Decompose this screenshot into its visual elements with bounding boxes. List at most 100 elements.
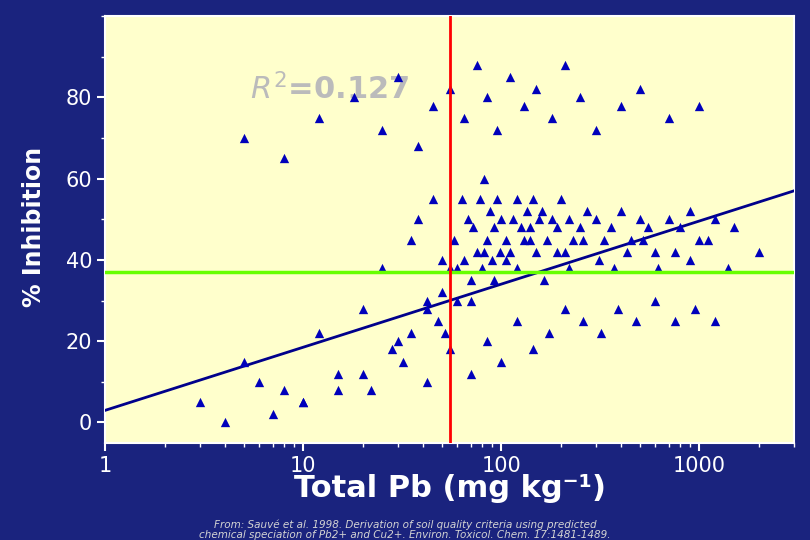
Point <box>332 386 345 394</box>
Point <box>356 369 369 378</box>
Point <box>458 113 471 122</box>
Point <box>530 85 543 93</box>
Point <box>614 102 627 110</box>
Point <box>464 296 477 305</box>
Point <box>253 377 266 386</box>
Point <box>709 215 722 224</box>
Point <box>278 154 291 163</box>
Point <box>573 223 586 232</box>
Point <box>451 264 464 272</box>
Point <box>550 247 563 256</box>
Point <box>404 329 417 338</box>
Point <box>510 195 523 204</box>
Point <box>411 215 424 224</box>
Point <box>503 73 516 82</box>
Point <box>493 247 506 256</box>
Point <box>605 223 618 232</box>
Point <box>614 207 627 215</box>
Point <box>554 195 567 204</box>
Point <box>420 377 433 386</box>
Point <box>688 305 701 313</box>
Point <box>391 337 404 346</box>
Point <box>674 223 687 232</box>
Point <box>347 93 360 102</box>
Point <box>218 418 231 427</box>
Point <box>237 134 250 143</box>
Point <box>490 195 503 204</box>
Point <box>364 386 377 394</box>
Point <box>458 255 471 264</box>
Point <box>566 235 579 244</box>
Point <box>524 235 537 244</box>
Point <box>545 113 558 122</box>
Point <box>693 102 706 110</box>
Point <box>559 305 572 313</box>
Point <box>481 93 494 102</box>
Point <box>526 345 539 354</box>
Point <box>404 235 417 244</box>
Point <box>426 195 439 204</box>
Point <box>649 247 662 256</box>
Text: chemical speciation of Pb2+ and Cu2+. Environ. Toxicol. Chem. 17:1481-1489.: chemical speciation of Pb2+ and Cu2+. En… <box>199 530 611 539</box>
Point <box>510 316 523 325</box>
Point <box>709 316 722 325</box>
Point <box>481 235 494 244</box>
Point <box>540 235 553 244</box>
Point <box>538 276 551 285</box>
Point <box>524 223 537 232</box>
Point <box>559 60 572 69</box>
Point <box>488 276 501 285</box>
Point <box>526 195 539 204</box>
Point <box>470 60 483 69</box>
Point <box>391 73 404 82</box>
Point <box>612 305 625 313</box>
Point <box>481 337 494 346</box>
Point <box>633 215 646 224</box>
Point <box>464 276 477 285</box>
Point <box>376 126 389 134</box>
Point <box>752 247 765 256</box>
Point <box>435 255 448 264</box>
Point <box>530 247 543 256</box>
Point <box>464 369 477 378</box>
Point <box>532 215 545 224</box>
Point <box>420 296 433 305</box>
Point <box>518 235 531 244</box>
Point <box>590 126 603 134</box>
Text: From: Sauvé et al. 1998. Derivation of soil quality criteria using predicted: From: Sauvé et al. 1998. Derivation of s… <box>214 519 596 530</box>
Point <box>727 223 740 232</box>
Text: Total Pb (mg kg⁻¹): Total Pb (mg kg⁻¹) <box>293 474 606 503</box>
Point <box>478 247 491 256</box>
Point <box>559 247 572 256</box>
Point <box>443 264 456 272</box>
Point <box>443 85 456 93</box>
Point <box>668 247 681 256</box>
Point <box>693 235 706 244</box>
Point <box>637 235 650 244</box>
Point <box>432 316 445 325</box>
Point <box>514 223 527 232</box>
Point <box>503 247 516 256</box>
Point <box>495 215 508 224</box>
Point <box>376 264 389 272</box>
Point <box>510 264 523 272</box>
Point <box>592 255 605 264</box>
Point <box>266 410 279 418</box>
Point <box>411 142 424 151</box>
Point <box>475 264 488 272</box>
Point <box>386 345 399 354</box>
Point <box>590 215 603 224</box>
Point <box>478 174 491 183</box>
Point <box>518 102 531 110</box>
Point <box>332 369 345 378</box>
Point <box>397 357 410 366</box>
Point <box>490 126 503 134</box>
Point <box>474 195 487 204</box>
Point <box>595 329 608 338</box>
Point <box>633 85 646 93</box>
Point <box>462 215 475 224</box>
Point <box>550 223 563 232</box>
Point <box>625 235 637 244</box>
Point <box>701 235 714 244</box>
Point <box>563 215 576 224</box>
